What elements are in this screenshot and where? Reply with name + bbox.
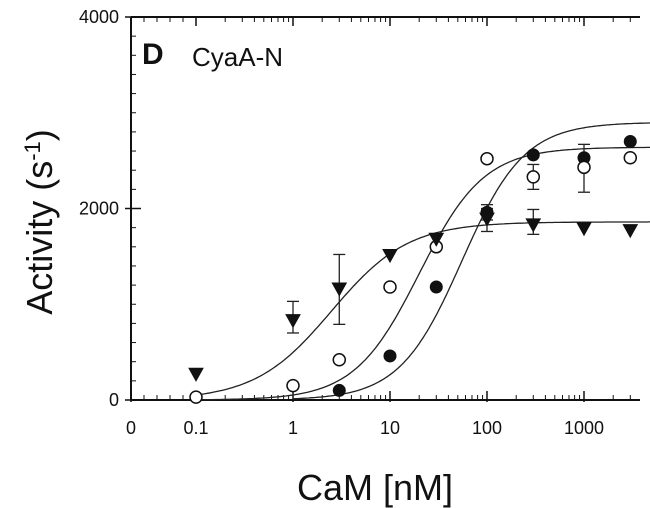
data-point-filled-circle xyxy=(429,280,443,294)
x-tick-label: 1000 xyxy=(564,418,604,438)
x-axis-title: CaM [nM] xyxy=(297,467,453,508)
panel-letter: D xyxy=(142,38,164,71)
tick-labels: 00.1110100100010000020004000 xyxy=(79,7,604,438)
y-axis-title: Activity (s-1) xyxy=(19,129,60,315)
y-axis-title-close: ) xyxy=(19,129,60,141)
y-tick-label: 4000 xyxy=(79,7,119,27)
chart-title: CyaA-N xyxy=(192,42,283,72)
data-point-open-circle xyxy=(286,378,300,393)
data-point-filled-triangle xyxy=(622,224,639,239)
data-point-filled-circle xyxy=(526,148,540,162)
data-point-open-circle xyxy=(577,160,591,175)
data-point-filled-triangle xyxy=(331,282,348,297)
x-tick-label: 0.1 xyxy=(183,418,208,438)
data-point-open-circle xyxy=(480,151,494,166)
fit-curve-series-3 xyxy=(195,221,650,396)
data-point-filled-circle xyxy=(623,134,637,148)
x-tick-label: 100 xyxy=(472,418,502,438)
data-point-filled-circle xyxy=(332,383,346,397)
data-point-filled-triangle xyxy=(428,232,445,247)
axis-ticks xyxy=(125,16,631,402)
data-point-open-circle xyxy=(189,390,203,404)
data-point-filled-circle xyxy=(383,349,397,363)
axes xyxy=(125,16,640,402)
data-point-filled-triangle xyxy=(525,218,542,233)
y-tick-label: 2000 xyxy=(79,199,119,219)
fit-curve-series-2 xyxy=(196,146,650,401)
data-point-filled-triangle xyxy=(285,314,301,329)
x-tick-label: 0 xyxy=(126,418,136,438)
data-point-filled-triangle xyxy=(479,212,495,227)
data-point-filled-triangle xyxy=(576,222,592,237)
x-tick-label: 10 xyxy=(380,418,400,438)
data-point-open-circle xyxy=(526,170,541,184)
data-point-open-circle xyxy=(623,151,638,165)
data-point-filled-triangle xyxy=(188,367,204,382)
data-point-open-circle xyxy=(383,280,397,294)
data-points xyxy=(188,134,639,404)
x-tick-label: 1 xyxy=(288,418,298,438)
data-point-filled-triangle xyxy=(382,248,398,264)
y-axis-title-superscript: -1 xyxy=(20,141,45,161)
data-point-open-circle xyxy=(332,353,347,367)
y-tick-label: 0 xyxy=(109,390,119,410)
y-axis-title-main: Activity (s xyxy=(19,161,60,315)
fit-curve-series-1 xyxy=(292,122,650,400)
